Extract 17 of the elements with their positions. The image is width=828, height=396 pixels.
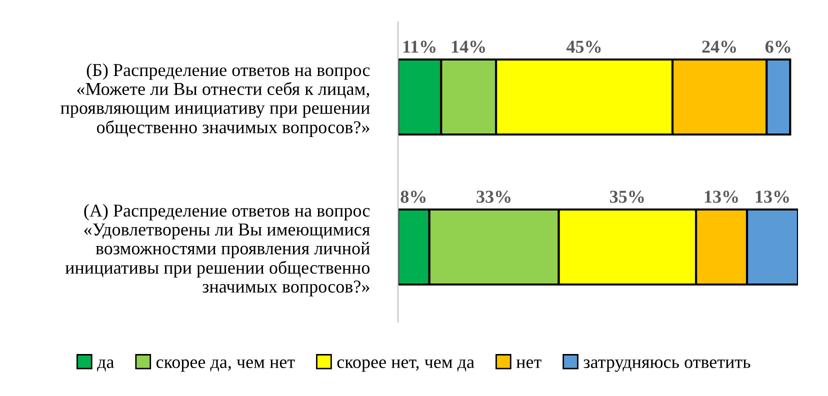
legend-label: скорее нет, чем да: [337, 359, 474, 372]
data-label: 45%: [566, 40, 601, 53]
legend-label: нет: [516, 359, 542, 368]
data-label: 11%: [403, 40, 436, 53]
legend-label: затрудняюсь ответить: [584, 359, 750, 372]
legend-label: скорее да, чем нет: [156, 359, 295, 372]
data-label: 13%: [704, 190, 738, 203]
data-label: 13%: [756, 190, 789, 203]
data-label: 24%: [702, 40, 736, 53]
legend-label: да: [97, 359, 114, 372]
data-label: 33%: [476, 190, 510, 203]
data-label: 35%: [610, 190, 644, 203]
data-label: 8%: [400, 190, 426, 203]
data-label: 6%: [765, 40, 790, 53]
data-label: 14%: [452, 40, 485, 53]
y-tick-label: (Б) Распределение ответов на вопрос «Можете ли Вы отнести себя к лицам, проявляющим инициативу при решении общественно значимых вопросов?»: [60, 63, 370, 138]
y-tick-label: (А) Распределение ответов на вопрос «Удовлетворены ли Вы имеющимися возможностями проявления личной инициативы при решении общественно значимых вопросов?»: [65, 204, 370, 296]
